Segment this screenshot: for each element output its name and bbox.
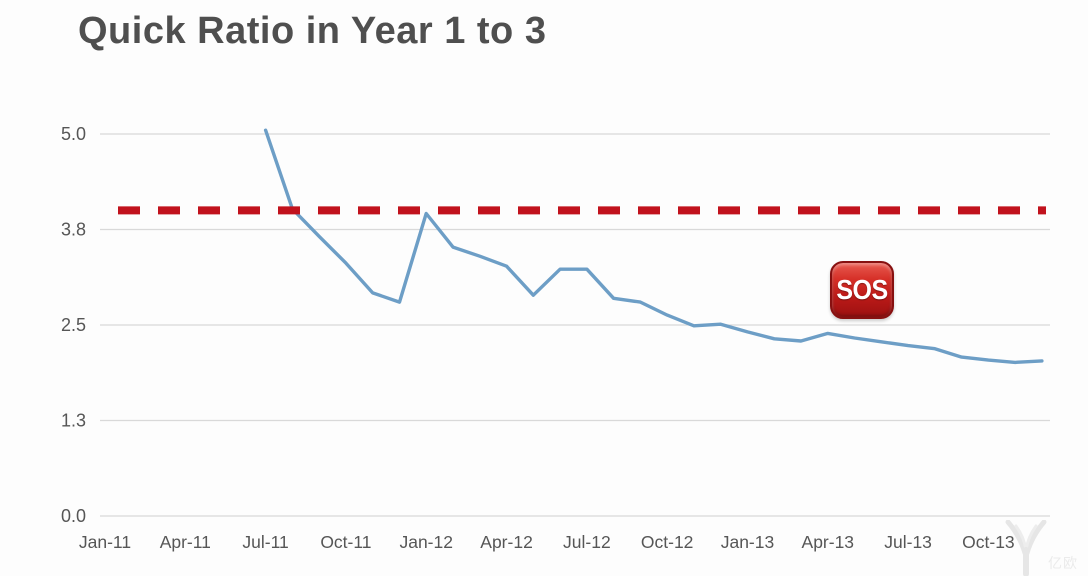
iyiou-leaf-logo-icon [1005, 520, 1047, 576]
watermark: 亿欧 [1004, 520, 1078, 576]
x-axis-tick-label: Oct-12 [641, 532, 694, 552]
y-axis-tick-label: 3.8 [61, 220, 86, 240]
y-axis-tick-label: 2.5 [61, 315, 86, 335]
x-axis-tick-label: Jan-11 [79, 532, 131, 552]
x-axis-tick-label: Jan-12 [399, 532, 453, 552]
x-axis-tick-label: Oct-11 [320, 532, 371, 552]
x-axis-tick-label: Apr-11 [160, 532, 211, 552]
x-axis-tick-label: Apr-12 [480, 532, 533, 552]
quick-ratio-series-line [263, 128, 1044, 365]
x-axis-tick-label: Jan-13 [721, 532, 775, 552]
sos-emoji-badge: SOS [830, 261, 894, 319]
x-axis-tick-label: Jul-13 [884, 532, 932, 552]
y-axis-tick-label: 0.0 [61, 506, 86, 526]
x-axis-tick-label: Jul-12 [563, 532, 611, 552]
sos-badge-label: SOS [836, 273, 888, 306]
chart-title: Quick Ratio in Year 1 to 3 [78, 10, 547, 52]
x-axis-tick-label: Oct-13 [962, 532, 1015, 552]
y-axis-tick-label: 1.3 [61, 411, 86, 431]
watermark-text: 亿欧 [1048, 555, 1078, 571]
x-axis-tick-label: Apr-13 [802, 532, 855, 552]
x-axis-tick-label: Jul-11 [242, 532, 288, 552]
y-axis-tick-label: 5.0 [61, 124, 86, 144]
